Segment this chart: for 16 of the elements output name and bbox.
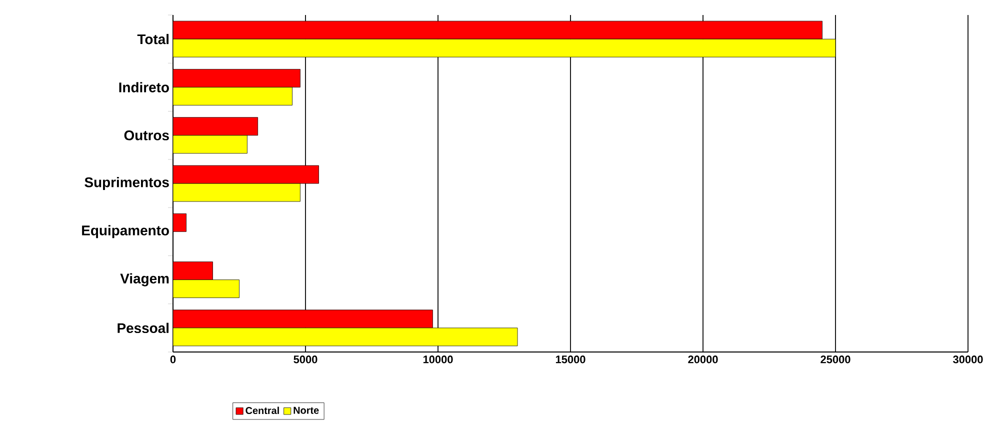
y-tick-label: Equipamento bbox=[82, 225, 169, 238]
x-tick-label: 10000 bbox=[423, 356, 453, 364]
x-tick-label: 0 bbox=[170, 356, 176, 364]
x-tick-label: 15000 bbox=[556, 356, 586, 364]
y-tick-label: Indireto bbox=[119, 82, 169, 92]
x-tick-label: 20000 bbox=[688, 356, 718, 364]
x-tick-label: 5000 bbox=[294, 356, 318, 364]
y-tick-label: Suprimentos bbox=[84, 177, 169, 190]
legend-label: Norte bbox=[294, 406, 319, 414]
y-tick-label: Total bbox=[137, 34, 168, 44]
x-tick-label: 30000 bbox=[953, 356, 983, 364]
y-tick-label: Pessoal bbox=[118, 322, 168, 334]
x-tick-label: 25000 bbox=[820, 356, 850, 364]
y-tick-label: Outros bbox=[124, 130, 169, 140]
legend-label: Central bbox=[246, 406, 279, 414]
y-tick-label: Viagem bbox=[120, 273, 169, 286]
